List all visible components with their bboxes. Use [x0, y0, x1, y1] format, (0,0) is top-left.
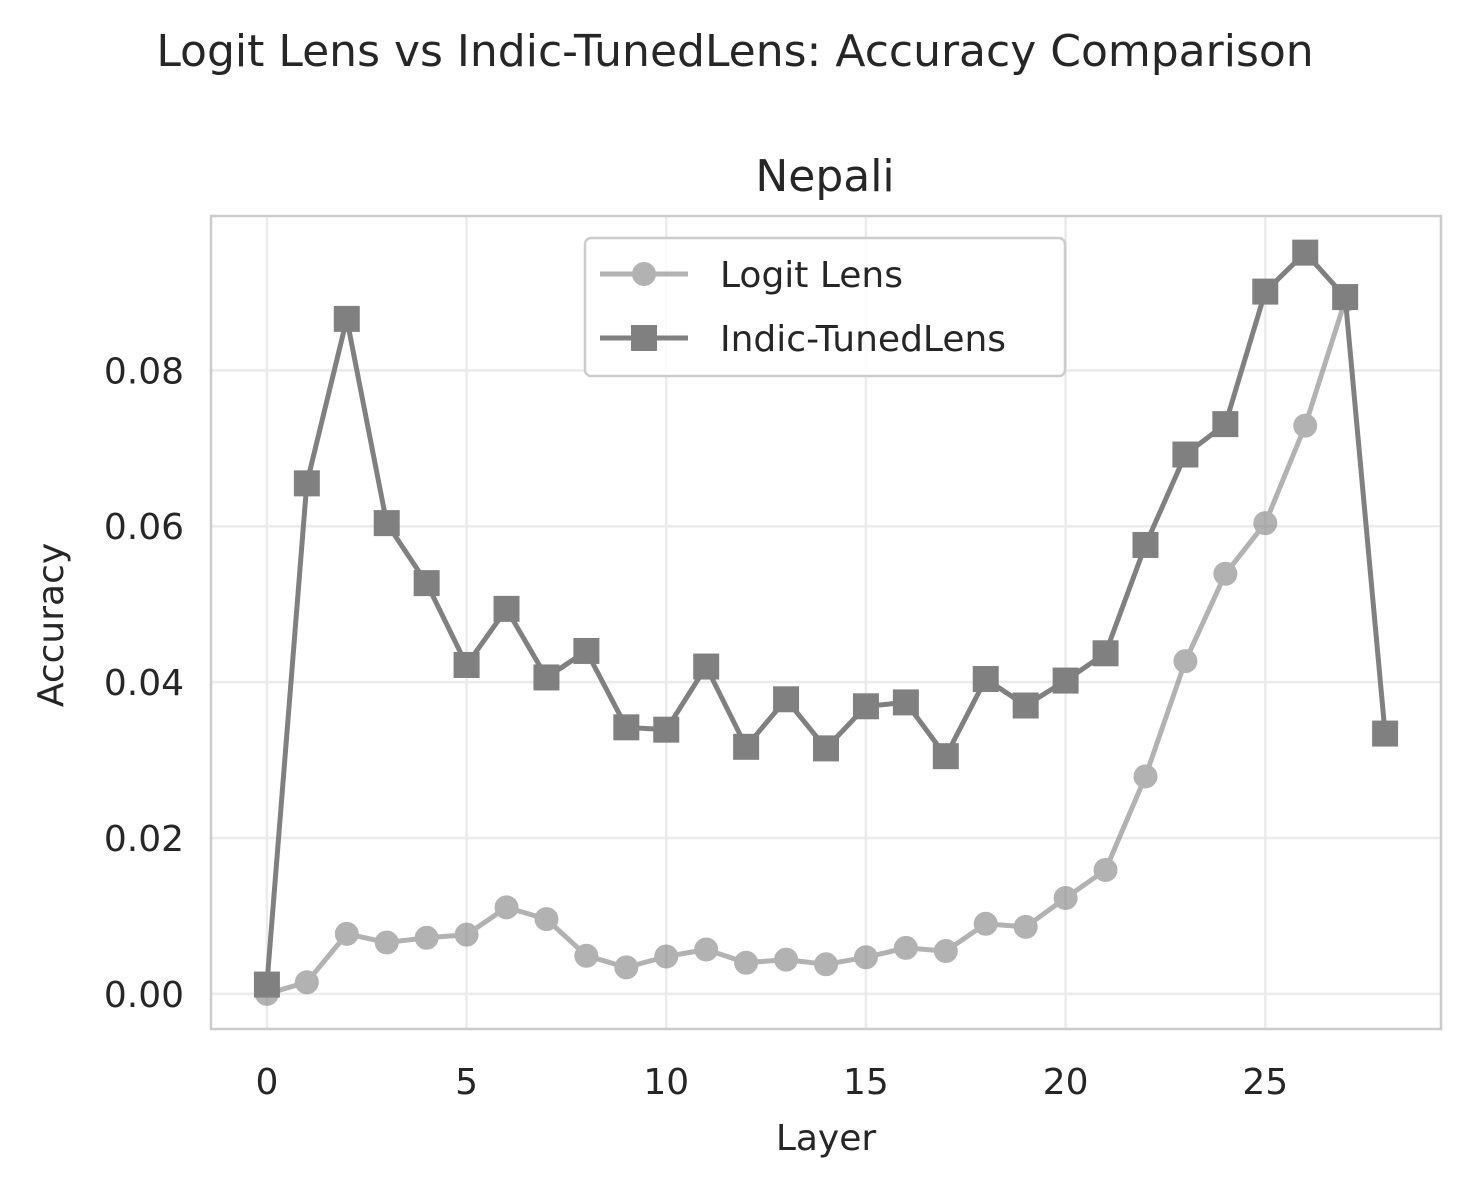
data-point — [494, 895, 519, 920]
data-point — [1372, 720, 1399, 747]
legend-frame — [583, 236, 1067, 378]
data-point — [1212, 411, 1239, 438]
data-point — [1013, 914, 1038, 939]
data-point — [1293, 413, 1318, 438]
data-point — [1132, 531, 1159, 558]
x-tick-label: 25 — [1242, 1062, 1288, 1103]
y-tick-label: 0.02 — [104, 819, 184, 860]
data-point — [1213, 561, 1238, 586]
data-point — [414, 925, 439, 950]
data-point — [574, 943, 599, 968]
y-axis-title: Accuracy — [31, 543, 72, 707]
data-point — [654, 944, 679, 969]
figure-title: Logit Lens vs Indic-TunedLens: Accuracy … — [156, 26, 1314, 77]
data-point — [1053, 886, 1078, 911]
legend-label: Logit Lens — [720, 255, 903, 296]
data-point — [973, 911, 998, 936]
chart-title: Nepali — [755, 151, 894, 202]
data-point — [613, 714, 640, 741]
y-tick-label: 0.08 — [104, 351, 184, 392]
data-point — [1332, 284, 1359, 311]
series-logit-lens — [254, 288, 1358, 1006]
data-point — [852, 693, 879, 720]
data-point — [333, 305, 360, 332]
data-point — [1292, 239, 1319, 266]
data-point — [253, 971, 280, 998]
data-point — [813, 735, 839, 762]
data-point — [734, 950, 759, 975]
y-tick-label: 0.06 — [104, 507, 184, 548]
data-point — [533, 664, 560, 691]
data-point — [693, 653, 720, 680]
y-tick-label: 0.04 — [104, 663, 184, 704]
data-point — [814, 952, 838, 977]
data-point — [453, 651, 480, 678]
series-layer — [253, 239, 1399, 1006]
data-point — [733, 733, 760, 760]
data-point — [1173, 649, 1198, 674]
data-point — [454, 922, 479, 947]
data-point — [614, 955, 639, 980]
data-point — [972, 666, 999, 693]
legend-swatch — [600, 325, 688, 351]
data-point — [653, 716, 680, 743]
x-tick-label: 0 — [255, 1062, 278, 1103]
x-tick-label: 20 — [1043, 1062, 1089, 1103]
data-point — [373, 510, 400, 537]
data-point — [773, 686, 800, 713]
data-point — [374, 930, 399, 955]
data-point — [893, 935, 918, 960]
data-point — [892, 689, 919, 716]
data-point — [853, 945, 878, 970]
axis-ticks: 0 5 10 15 20 25 0.00 0.02 0.04 0.06 0.08 — [104, 351, 1288, 1103]
data-point — [1252, 278, 1279, 305]
data-point — [1012, 692, 1039, 719]
x-tick-label: 10 — [643, 1062, 689, 1103]
data-point — [1253, 511, 1278, 536]
data-point — [694, 937, 719, 962]
legend: Logit Lens Indic-TunedLens — [583, 236, 1067, 378]
series-line — [266, 299, 1348, 997]
plot-frame — [209, 214, 1443, 1031]
legend-label: Indic-TunedLens — [720, 319, 1006, 360]
data-point — [534, 907, 559, 932]
data-point — [493, 595, 520, 622]
x-tick-label: 15 — [843, 1062, 889, 1103]
y-tick-label: 0.00 — [104, 975, 184, 1016]
data-point — [1052, 667, 1079, 694]
data-point — [933, 939, 958, 964]
data-point — [294, 970, 319, 995]
data-point — [573, 637, 600, 664]
data-point — [774, 947, 799, 972]
data-point — [1092, 640, 1119, 667]
data-point — [1093, 857, 1118, 882]
x-axis-title: Layer — [776, 1118, 877, 1159]
x-tick-label: 5 — [455, 1062, 478, 1103]
series-indic-tunedlens — [253, 239, 1399, 998]
data-point — [932, 743, 959, 770]
data-point — [1133, 764, 1158, 789]
data-point — [334, 921, 359, 946]
legend-swatch — [600, 262, 688, 286]
data-point — [1172, 441, 1199, 468]
data-point — [413, 570, 440, 597]
data-point — [293, 470, 320, 497]
